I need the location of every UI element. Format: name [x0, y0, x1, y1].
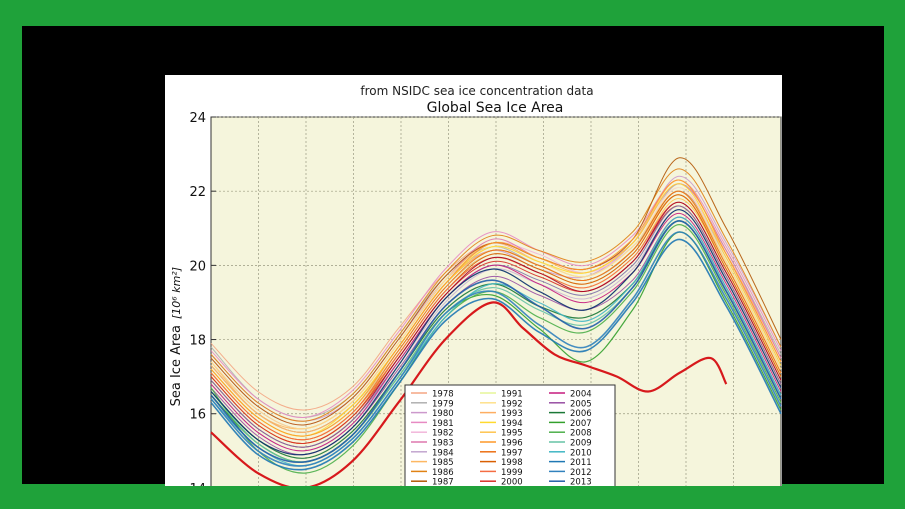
black-frame: from NSIDC sea ice concentration data Gl…: [22, 26, 884, 486]
y-axis-label: Sea Ice Area [10⁶ km²]: [169, 267, 184, 406]
legend-label-1980: 1980: [432, 409, 454, 419]
chart-suptitle: from NSIDC sea ice concentration data: [360, 84, 593, 98]
legend-label-1992: 1992: [501, 399, 523, 409]
y-axis-unit-text: [10⁶ km²]: [170, 267, 183, 319]
chart-card: from NSIDC sea ice concentration data Gl…: [165, 75, 782, 486]
legend-label-1981: 1981: [432, 419, 454, 429]
legend-label-1998: 1998: [501, 458, 523, 468]
legend-label-1982: 1982: [432, 429, 454, 439]
y-tick-label: 18: [189, 334, 206, 349]
series-group: [210, 157, 782, 486]
legend-label-1995: 1995: [501, 429, 523, 439]
legend-label-2000: 2000: [501, 478, 523, 486]
legend-label-1986: 1986: [432, 468, 454, 478]
legend: 1978197919801981198219831984198519861987…: [404, 384, 616, 486]
y-tick-label: 16: [189, 408, 206, 423]
legend-label-2010: 2010: [570, 448, 592, 458]
series-line-1986: [210, 168, 782, 422]
legend-label-2008: 2008: [570, 429, 592, 439]
legend-label-1985: 1985: [432, 458, 454, 468]
legend-box: [404, 384, 616, 486]
series-line-2012: [210, 231, 782, 467]
legend-label-2005: 2005: [570, 399, 592, 409]
series-line-2004: [210, 212, 782, 452]
legend-label-1983: 1983: [432, 439, 454, 449]
legend-label-2007: 2007: [570, 419, 592, 429]
series-line-2014: [210, 209, 782, 456]
y-axis: 24 22 20 18 16 14: [189, 111, 216, 486]
legend-label-2004: 2004: [570, 390, 592, 400]
y-axis-label-text: Sea Ice Area: [169, 325, 184, 406]
chart-title: Global Sea Ice Area: [427, 100, 564, 116]
legend-label-1997: 1997: [501, 448, 523, 458]
series-line-current: [210, 301, 728, 486]
legend-label-1996: 1996: [501, 439, 523, 449]
legend-label-1984: 1984: [432, 448, 454, 458]
legend-label-2012: 2012: [570, 468, 592, 478]
y-tick-label: 20: [189, 259, 206, 274]
series-line-1996: [210, 179, 782, 437]
series-line-2011: [210, 238, 782, 471]
legend-label-1987: 1987: [432, 478, 454, 486]
legend-label-2011: 2011: [570, 458, 592, 468]
sea-ice-chart: from NSIDC sea ice concentration data Gl…: [169, 84, 782, 486]
legend-label-1999: 1999: [501, 468, 523, 478]
legend-label-1994: 1994: [501, 419, 523, 429]
y-tick-label: 24: [189, 111, 206, 126]
series-line-2013: [210, 220, 782, 464]
legend-label-2013: 2013: [570, 478, 592, 486]
legend-label-1979: 1979: [432, 399, 454, 409]
legend-label-1991: 1991: [501, 390, 523, 400]
legend-label-2006: 2006: [570, 409, 592, 419]
y-tick-label: 22: [189, 185, 206, 200]
y-tick-label: 14: [189, 482, 206, 486]
legend-label-2009: 2009: [570, 439, 592, 449]
legend-label-1978: 1978: [432, 390, 454, 400]
legend-label-1993: 1993: [501, 409, 523, 419]
